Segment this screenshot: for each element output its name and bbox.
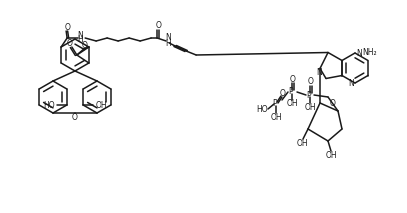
Text: HO: HO: [256, 105, 268, 115]
Text: O: O: [82, 40, 88, 49]
Text: OH: OH: [95, 101, 107, 109]
Text: P: P: [273, 99, 277, 108]
Text: N: N: [348, 79, 354, 88]
Text: P: P: [307, 91, 311, 99]
Text: O: O: [280, 88, 286, 98]
Text: O: O: [67, 39, 73, 47]
Text: H: H: [165, 39, 171, 47]
Text: O: O: [330, 99, 336, 108]
Text: O: O: [290, 75, 296, 83]
Text: O: O: [64, 23, 70, 32]
Text: OH: OH: [325, 151, 337, 161]
Text: N: N: [356, 49, 362, 58]
Text: NH₂: NH₂: [363, 48, 377, 57]
Text: O: O: [155, 22, 161, 30]
Text: H: H: [77, 36, 83, 45]
Text: OH: OH: [286, 99, 298, 108]
Text: OH: OH: [296, 140, 308, 148]
Text: P: P: [289, 88, 293, 96]
Text: OH: OH: [304, 102, 316, 111]
Text: OH: OH: [270, 112, 282, 121]
Text: O: O: [72, 114, 78, 122]
Text: N: N: [77, 30, 83, 39]
Text: O: O: [308, 78, 314, 86]
Text: N: N: [316, 68, 322, 77]
Text: HO: HO: [43, 101, 55, 109]
Text: N: N: [165, 33, 171, 42]
